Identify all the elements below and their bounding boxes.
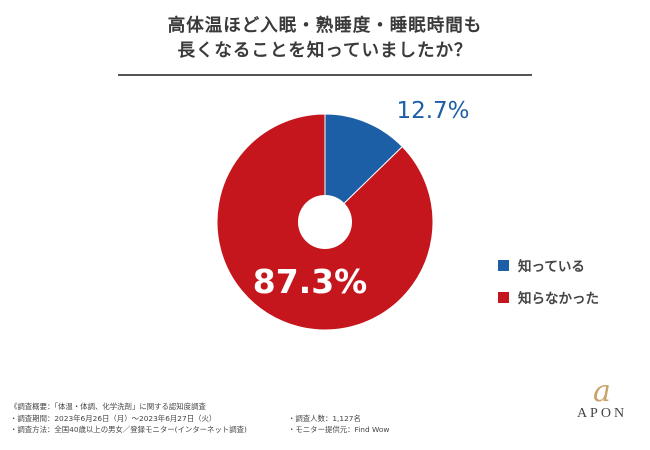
logo-mark: a <box>593 374 611 409</box>
data-label-unknown: 87.3% <box>253 262 368 301</box>
title-line-1: 高体温ほど入眠・熟睡度・睡眠時間も <box>167 16 483 36</box>
legend: 知っている 知らなかった <box>498 256 599 320</box>
logo-text: APON <box>576 406 628 421</box>
footnote-respondents: ・調査人数：1,127名 <box>288 413 361 423</box>
title-underline <box>118 74 532 76</box>
data-label-known: 12.7% <box>396 98 469 124</box>
legend-label-known: 知っている <box>518 259 585 275</box>
footnote-summary: 《調査概要：「体温・体調、化学洗剤」に関する認知度調査 <box>10 402 206 411</box>
pie-center-hole <box>298 195 352 249</box>
footnote-method: ・調査方法：全国40歳以上の男女／登録モニター(インターネット調査) <box>10 425 247 434</box>
apon-logo: a APON <box>562 374 642 428</box>
legend-item-known: 知っている <box>498 256 599 275</box>
survey-footnote: 《調査概要：「体温・体調、化学洗剤」に関する認知度調査 ・調査期間：2023年6… <box>10 401 440 436</box>
legend-swatch-known <box>498 259 509 271</box>
legend-item-unknown: 知らなかった <box>498 288 599 307</box>
footnote-period: ・調査期間：2023年6月26日（月）～2023年6月27日（火） <box>10 413 217 423</box>
pie-slice-known <box>324 113 404 224</box>
footnote-provider: ・モニター提供元：Find Wow <box>288 425 390 434</box>
footnote-row-1: 《調査概要：「体温・体調、化学洗剤」に関する認知度調査 <box>10 401 440 413</box>
legend-swatch-unknown <box>498 291 509 303</box>
footnote-row-2: ・調査期間：2023年6月26日（月）～2023年6月27日（火） ・調査人数：… <box>10 413 440 425</box>
footnote-row-3: ・調査方法：全国40歳以上の男女／登録モニター(インターネット調査) ・モニター… <box>10 424 440 436</box>
legend-label-unknown: 知らなかった <box>518 291 599 307</box>
title-line-2: 長くなることを知っていましたか？ <box>177 41 473 61</box>
chart-title: 高体温ほど入眠・熟睡度・睡眠時間も 長くなることを知っていましたか？ <box>0 14 650 64</box>
